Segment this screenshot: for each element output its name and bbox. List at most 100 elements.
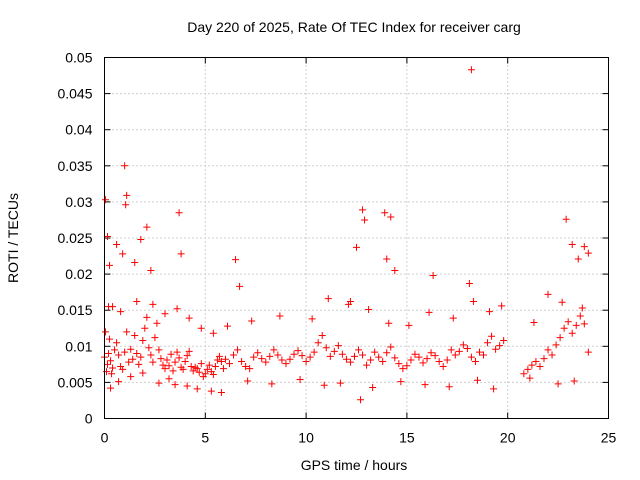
data-point <box>467 66 475 74</box>
data-point <box>105 303 113 311</box>
data-point <box>344 300 352 308</box>
data-point <box>163 356 171 364</box>
data-point <box>383 349 391 357</box>
data-point <box>387 343 395 351</box>
data-point <box>107 384 115 392</box>
data-point <box>568 329 576 337</box>
data-point <box>451 351 459 359</box>
data-point <box>173 305 181 313</box>
data-point <box>568 240 576 248</box>
data-point <box>173 348 181 356</box>
data-point <box>391 266 399 274</box>
data-point <box>137 235 145 243</box>
data-point <box>268 380 276 388</box>
data-point <box>528 361 536 369</box>
data-point <box>108 370 116 378</box>
data-point <box>475 348 483 356</box>
data-point <box>175 209 183 217</box>
data-point <box>122 201 130 209</box>
data-point <box>324 295 332 303</box>
data-point <box>530 318 538 326</box>
data-point <box>181 357 189 365</box>
data-point <box>383 255 391 263</box>
data-point <box>443 356 451 364</box>
data-point <box>274 351 282 359</box>
x-tick-label: 0 <box>101 430 109 446</box>
data-point <box>496 342 504 350</box>
data-point <box>242 363 250 371</box>
data-point <box>350 352 358 360</box>
x-tick-label: 25 <box>601 430 617 446</box>
data-point <box>330 347 338 355</box>
data-point <box>318 331 326 339</box>
data-point <box>578 304 586 312</box>
data-point <box>554 380 562 388</box>
plot-frame <box>104 57 609 419</box>
data-point <box>205 361 213 369</box>
data-point <box>387 213 395 221</box>
data-point <box>308 315 316 323</box>
data-point <box>106 261 114 269</box>
data-point <box>201 370 209 378</box>
data-point <box>562 215 570 223</box>
data-point <box>225 360 233 368</box>
data-point <box>560 324 568 332</box>
data-point <box>580 320 588 328</box>
data-point <box>526 374 534 382</box>
data-point <box>488 332 496 340</box>
data-point <box>149 300 157 308</box>
data-point <box>357 396 365 404</box>
data-point <box>155 379 163 387</box>
data-point <box>230 351 238 359</box>
data-point <box>115 351 123 359</box>
data-point <box>135 360 143 368</box>
data-point <box>375 353 383 361</box>
data-point <box>294 347 302 355</box>
data-point <box>397 378 405 386</box>
data-point <box>155 346 163 354</box>
y-tick-label: 0.05 <box>65 50 92 66</box>
data-point <box>540 355 548 363</box>
data-point <box>572 321 580 329</box>
data-point <box>102 196 110 204</box>
data-point <box>556 334 564 342</box>
data-point <box>407 356 415 364</box>
data-point <box>355 346 363 354</box>
y-tick-label: 0 <box>85 411 93 427</box>
x-tick-label: 15 <box>399 430 415 446</box>
data-point <box>145 344 153 352</box>
data-point <box>104 233 112 241</box>
data-point <box>125 358 133 366</box>
data-point <box>165 375 173 383</box>
data-point <box>113 339 121 347</box>
data-point <box>411 350 419 358</box>
data-point <box>353 243 360 251</box>
data-point <box>395 360 403 368</box>
data-point <box>219 365 227 373</box>
data-point <box>171 358 179 366</box>
data-point <box>286 355 294 363</box>
data-point <box>106 335 114 343</box>
data-point <box>123 191 131 199</box>
data-point <box>250 353 258 361</box>
data-point <box>187 363 195 371</box>
data-point <box>552 341 560 349</box>
data-point <box>369 383 377 391</box>
data-point <box>185 314 193 322</box>
data-point <box>524 365 532 373</box>
data-point <box>266 352 274 360</box>
data-point <box>282 360 290 368</box>
chart-title: Day 220 of 2025, Rate Of TEC Index for r… <box>187 19 521 35</box>
data-point <box>403 362 411 370</box>
data-point <box>262 358 270 366</box>
data-point <box>435 357 443 365</box>
data-point <box>197 324 205 332</box>
data-point <box>421 381 429 389</box>
data-point <box>570 377 578 385</box>
data-point <box>564 318 572 326</box>
data-point <box>492 345 500 353</box>
data-point <box>415 353 423 361</box>
data-point <box>189 367 197 375</box>
data-point <box>314 339 322 347</box>
